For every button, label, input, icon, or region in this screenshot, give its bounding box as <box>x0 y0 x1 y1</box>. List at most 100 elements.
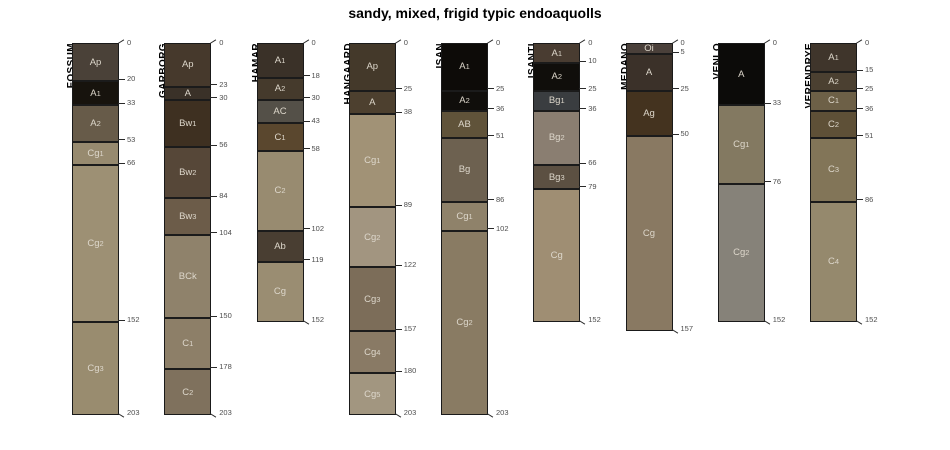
depth-tick <box>210 232 218 234</box>
horizon-hangaard-ap: Ap <box>349 44 395 90</box>
depth-tick-label: 38 <box>403 107 413 117</box>
depth-tick-label: 33 <box>127 98 136 108</box>
horizon-label: A <box>369 96 376 108</box>
depth-tick-label: 56 <box>219 140 228 150</box>
depth-tick <box>394 88 402 90</box>
depth-tick <box>394 370 402 372</box>
depth-tick-label: 178 <box>219 362 232 372</box>
soil-column-hangaard: Ap A Cg1 Cg2 Cg3 Cg4 Cg5 <box>348 43 396 415</box>
depth-tick <box>210 84 218 86</box>
horizon-verendrye-c1: C1 <box>811 89 856 110</box>
horizon-label: Bw1 <box>179 117 197 129</box>
depth-tick-label: 18 <box>311 70 320 80</box>
depth-tick <box>579 186 587 188</box>
depth-tick-label: 25 <box>403 83 413 93</box>
horizon-label: A2 <box>551 71 562 83</box>
depth-tick <box>763 181 771 183</box>
horizon-label: Cg1 <box>456 210 473 222</box>
horizon-label: Cg2 <box>364 231 381 243</box>
horizon-label: A <box>184 87 191 99</box>
depth-tick <box>302 38 309 44</box>
depth-tick-label: 23 <box>219 79 228 89</box>
depth-tick <box>763 102 771 104</box>
horizon-label: A1 <box>828 52 839 64</box>
depth-tick <box>579 60 587 62</box>
depth-tick-label: 51 <box>496 130 505 140</box>
depth-tick <box>671 38 678 44</box>
horizon-label: C2 <box>182 386 194 398</box>
horizon-label: A1 <box>551 47 562 59</box>
depth-tick <box>856 69 863 71</box>
depth-tick-label: 36 <box>588 103 597 113</box>
horizon-label: Bg3 <box>548 171 565 183</box>
horizon-hangaard-cg1: Cg1 <box>349 113 395 207</box>
depth-tick-label: 119 <box>311 254 324 264</box>
horizon-hamar-a1: A1 <box>257 44 303 77</box>
horizon-label: Ab <box>274 240 286 252</box>
depth-tick-label: 152 <box>865 315 878 325</box>
horizon-garborg-c2: C2 <box>165 368 211 414</box>
depth-tick-label: 15 <box>865 65 874 75</box>
soil-column-garborg: Ap A Bw1 Bw2 Bw3 BCk C1 C2 <box>164 43 212 415</box>
depth-tick <box>302 75 310 77</box>
horizon-label: Cg3 <box>87 363 104 374</box>
depth-tick <box>671 133 679 135</box>
horizon-fossum-ap: Ap <box>73 44 118 81</box>
horizon-label: A2 <box>274 83 286 95</box>
horizon-garborg-c1: C1 <box>165 317 211 369</box>
horizon-label: C3 <box>827 164 840 176</box>
depth-tick <box>302 97 310 99</box>
horizon-isanti-bg1: Bg1 <box>534 89 580 110</box>
depth-tick-label: 30 <box>311 92 320 102</box>
depth-tick-label: 203 <box>403 408 417 417</box>
depth-tick-label: 33 <box>772 98 782 108</box>
depth-tick-label: 0 <box>311 38 316 47</box>
depth-tick <box>394 264 402 266</box>
horizon-isan-cg1: Cg1 <box>442 200 487 230</box>
horizon-verendrye-c4: C4 <box>811 200 856 322</box>
soil-column-medano: Oi A Ag Cg <box>625 43 673 332</box>
depth-tick-label: 66 <box>588 158 597 168</box>
depth-tick <box>118 102 125 104</box>
horizon-medano-a: A <box>626 53 672 90</box>
horizon-hamar-ab: Ab <box>257 229 303 261</box>
horizon-hangaard-a: A <box>349 89 395 114</box>
depth-tick-label: 203 <box>496 408 509 417</box>
depth-tick-label: 76 <box>772 176 782 186</box>
horizon-label: Cg3 <box>364 293 381 305</box>
depth-tick-label: 152 <box>311 315 325 325</box>
horizon-label: Cg <box>642 228 656 240</box>
depth-tick <box>487 88 494 90</box>
depth-tick <box>579 108 587 110</box>
chart-title: sandy, mixed, frigid typic endoaquolls <box>348 5 602 21</box>
horizon-label: AB <box>458 118 471 130</box>
depth-tick <box>487 135 494 137</box>
soil-column-hamar: A1 A2 AC C1 C2 Ab Cg <box>256 43 304 323</box>
horizon-label: Cg <box>273 286 287 298</box>
horizon-fossum-a2: A2 <box>73 104 118 141</box>
depth-tick-label: 102 <box>496 223 509 233</box>
horizon-label: C4 <box>827 256 840 268</box>
depth-tick-label: 25 <box>680 83 689 93</box>
horizon-label: AC <box>273 106 287 118</box>
depth-tick-label: 180 <box>403 366 417 376</box>
horizon-garborg-a: A <box>165 85 211 99</box>
horizon-label: Bw2 <box>179 167 197 179</box>
depth-tick <box>210 195 218 197</box>
horizon-hamar-c2: C2 <box>257 149 303 230</box>
depth-tick-label: 86 <box>496 194 505 204</box>
horizon-label: Bg <box>458 164 471 176</box>
depth-tick-label: 104 <box>219 227 232 237</box>
horizon-label: Cg1 <box>364 155 381 167</box>
horizon-label: Cg5 <box>364 388 381 400</box>
horizon-venlo-a: A <box>718 44 764 105</box>
horizon-garborg-bw1: Bw1 <box>165 98 211 147</box>
depth-tick-label: 10 <box>588 56 597 66</box>
horizon-label: Bw3 <box>179 210 197 222</box>
depth-tick <box>855 38 863 44</box>
horizon-isanti-cg: Cg <box>534 187 580 322</box>
depth-tick <box>394 328 402 330</box>
horizon-label: Oi <box>644 43 654 55</box>
horizon-label: BCk <box>178 270 197 282</box>
depth-tick-label: 66 <box>127 158 136 168</box>
